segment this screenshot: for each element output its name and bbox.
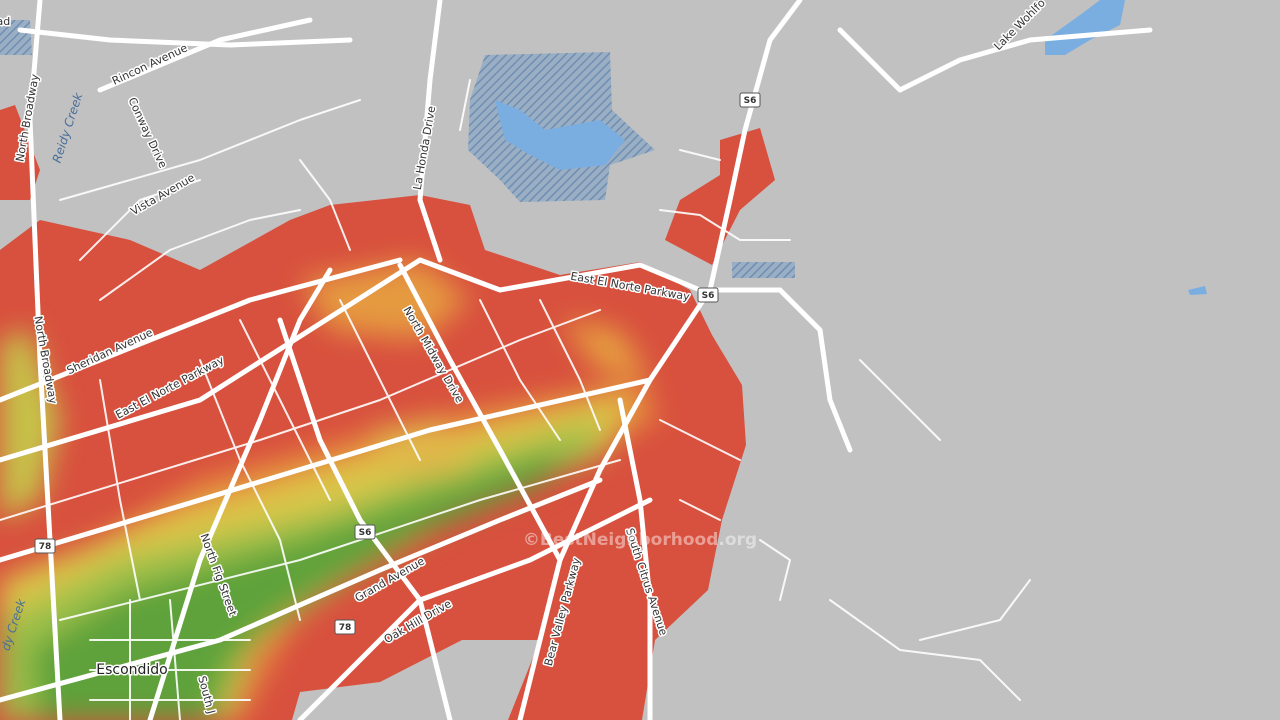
shield-box [334, 619, 356, 635]
shield-box [739, 92, 761, 108]
watermark: ©BestNeighborhood.org [523, 530, 757, 550]
route-shield: S6 [697, 287, 719, 303]
roads [0, 0, 1153, 720]
shield-box [354, 524, 376, 540]
shield-label: 78 [339, 623, 352, 633]
route-shield: S6 [354, 524, 376, 540]
route-shield: S6 [739, 92, 761, 108]
street-label: La Honda Drive [411, 105, 439, 191]
shield-box [34, 538, 56, 554]
place-label: Escondido [96, 662, 168, 678]
route-shield: 78 [334, 619, 356, 635]
shield-box [697, 287, 719, 303]
street-label: oad [0, 15, 10, 28]
shield-label: S6 [359, 528, 372, 538]
street-label: Reidy Creek [50, 90, 86, 164]
route-shield: 78 [34, 538, 56, 554]
street-label: Conway Drive [125, 95, 169, 170]
street-label: Rincon Avenue [110, 41, 190, 87]
shield-label: 78 [39, 542, 52, 552]
shield-label: S6 [702, 291, 715, 301]
shield-label: S6 [744, 96, 757, 106]
